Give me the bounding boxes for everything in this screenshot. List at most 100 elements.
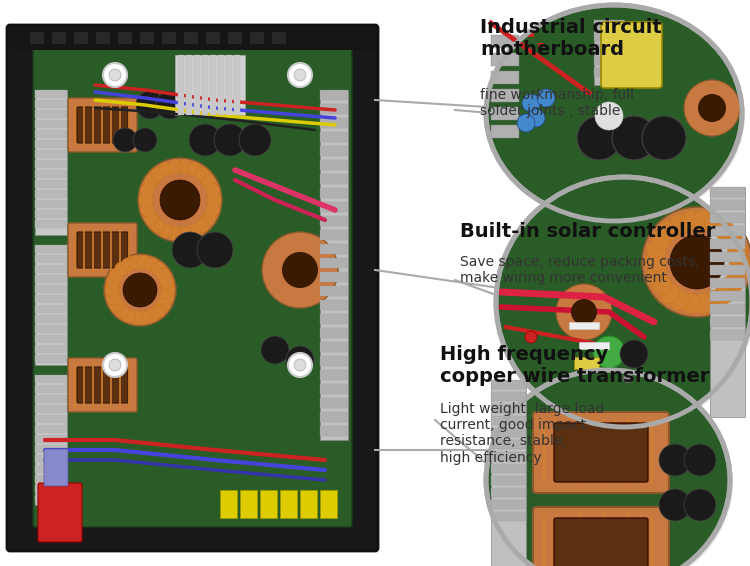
Bar xyxy=(320,90,348,440)
Bar xyxy=(491,416,526,425)
Bar xyxy=(710,252,745,262)
Circle shape xyxy=(159,224,173,238)
Bar xyxy=(320,286,348,296)
Circle shape xyxy=(140,203,154,217)
Bar xyxy=(35,335,67,343)
Bar xyxy=(320,300,348,310)
Circle shape xyxy=(115,262,129,276)
Bar xyxy=(320,426,348,436)
Circle shape xyxy=(282,252,318,288)
Bar xyxy=(594,20,624,85)
Circle shape xyxy=(104,254,176,326)
Circle shape xyxy=(645,252,665,272)
Bar xyxy=(35,160,67,168)
Circle shape xyxy=(593,336,625,368)
Circle shape xyxy=(129,311,143,325)
FancyBboxPatch shape xyxy=(533,507,669,566)
Circle shape xyxy=(103,353,127,377)
Bar xyxy=(528,33,534,37)
Bar xyxy=(320,244,348,254)
Bar xyxy=(35,140,67,148)
Circle shape xyxy=(151,218,165,233)
Bar xyxy=(320,412,348,422)
Circle shape xyxy=(722,229,742,249)
Circle shape xyxy=(197,232,233,268)
Bar xyxy=(320,118,348,128)
Bar xyxy=(320,160,348,170)
Bar xyxy=(710,226,745,236)
Bar xyxy=(491,107,519,120)
Bar xyxy=(35,375,67,383)
Bar xyxy=(184,32,198,44)
Bar xyxy=(320,188,348,198)
Bar xyxy=(491,35,519,48)
Circle shape xyxy=(728,264,747,284)
Circle shape xyxy=(115,304,129,318)
FancyBboxPatch shape xyxy=(68,358,137,412)
Bar xyxy=(491,89,519,102)
Bar xyxy=(10,28,375,50)
Bar xyxy=(35,445,67,453)
Bar xyxy=(710,291,745,301)
Bar xyxy=(320,146,348,156)
Bar xyxy=(35,405,67,413)
Circle shape xyxy=(684,80,740,136)
Ellipse shape xyxy=(486,5,742,221)
Bar xyxy=(35,295,67,303)
FancyBboxPatch shape xyxy=(601,22,662,88)
Bar xyxy=(35,355,67,363)
Bar xyxy=(579,342,609,349)
FancyBboxPatch shape xyxy=(7,25,378,551)
Bar xyxy=(594,20,624,29)
Bar xyxy=(320,342,348,352)
Bar xyxy=(320,398,348,408)
Bar xyxy=(710,213,745,223)
Circle shape xyxy=(110,298,124,312)
Circle shape xyxy=(704,290,724,310)
Circle shape xyxy=(145,258,159,272)
Circle shape xyxy=(195,168,209,181)
Circle shape xyxy=(659,220,680,240)
Circle shape xyxy=(239,124,271,156)
Bar xyxy=(35,130,67,138)
Circle shape xyxy=(140,183,154,198)
Text: fine workmanship, full
solder joints , stable: fine workmanship, full solder joints , s… xyxy=(480,88,634,118)
Bar xyxy=(175,55,245,115)
Circle shape xyxy=(152,262,165,276)
Circle shape xyxy=(652,229,672,249)
Circle shape xyxy=(152,304,165,318)
Circle shape xyxy=(109,359,121,371)
Circle shape xyxy=(646,264,667,284)
Circle shape xyxy=(178,226,192,241)
Circle shape xyxy=(659,284,680,304)
Circle shape xyxy=(122,308,135,323)
Ellipse shape xyxy=(486,370,730,566)
Bar xyxy=(320,132,348,142)
Bar xyxy=(35,435,67,443)
Bar xyxy=(710,187,745,417)
FancyBboxPatch shape xyxy=(68,98,137,152)
Circle shape xyxy=(623,373,633,383)
Ellipse shape xyxy=(489,373,733,566)
Bar xyxy=(491,476,526,485)
Circle shape xyxy=(728,240,747,260)
Bar xyxy=(594,56,624,65)
Bar xyxy=(491,53,519,66)
Bar xyxy=(320,230,348,240)
Circle shape xyxy=(612,116,656,160)
Circle shape xyxy=(139,193,153,207)
Bar xyxy=(569,322,599,329)
Bar xyxy=(35,465,67,473)
Bar xyxy=(320,356,348,366)
Bar xyxy=(320,258,348,268)
Circle shape xyxy=(577,116,621,160)
Bar xyxy=(491,71,519,84)
Circle shape xyxy=(659,444,691,476)
Bar xyxy=(35,90,67,235)
Circle shape xyxy=(145,175,158,188)
Circle shape xyxy=(206,183,220,198)
Bar xyxy=(491,380,526,566)
Text: Built-in solar controller: Built-in solar controller xyxy=(460,222,716,241)
Circle shape xyxy=(704,214,724,234)
Circle shape xyxy=(642,207,750,317)
